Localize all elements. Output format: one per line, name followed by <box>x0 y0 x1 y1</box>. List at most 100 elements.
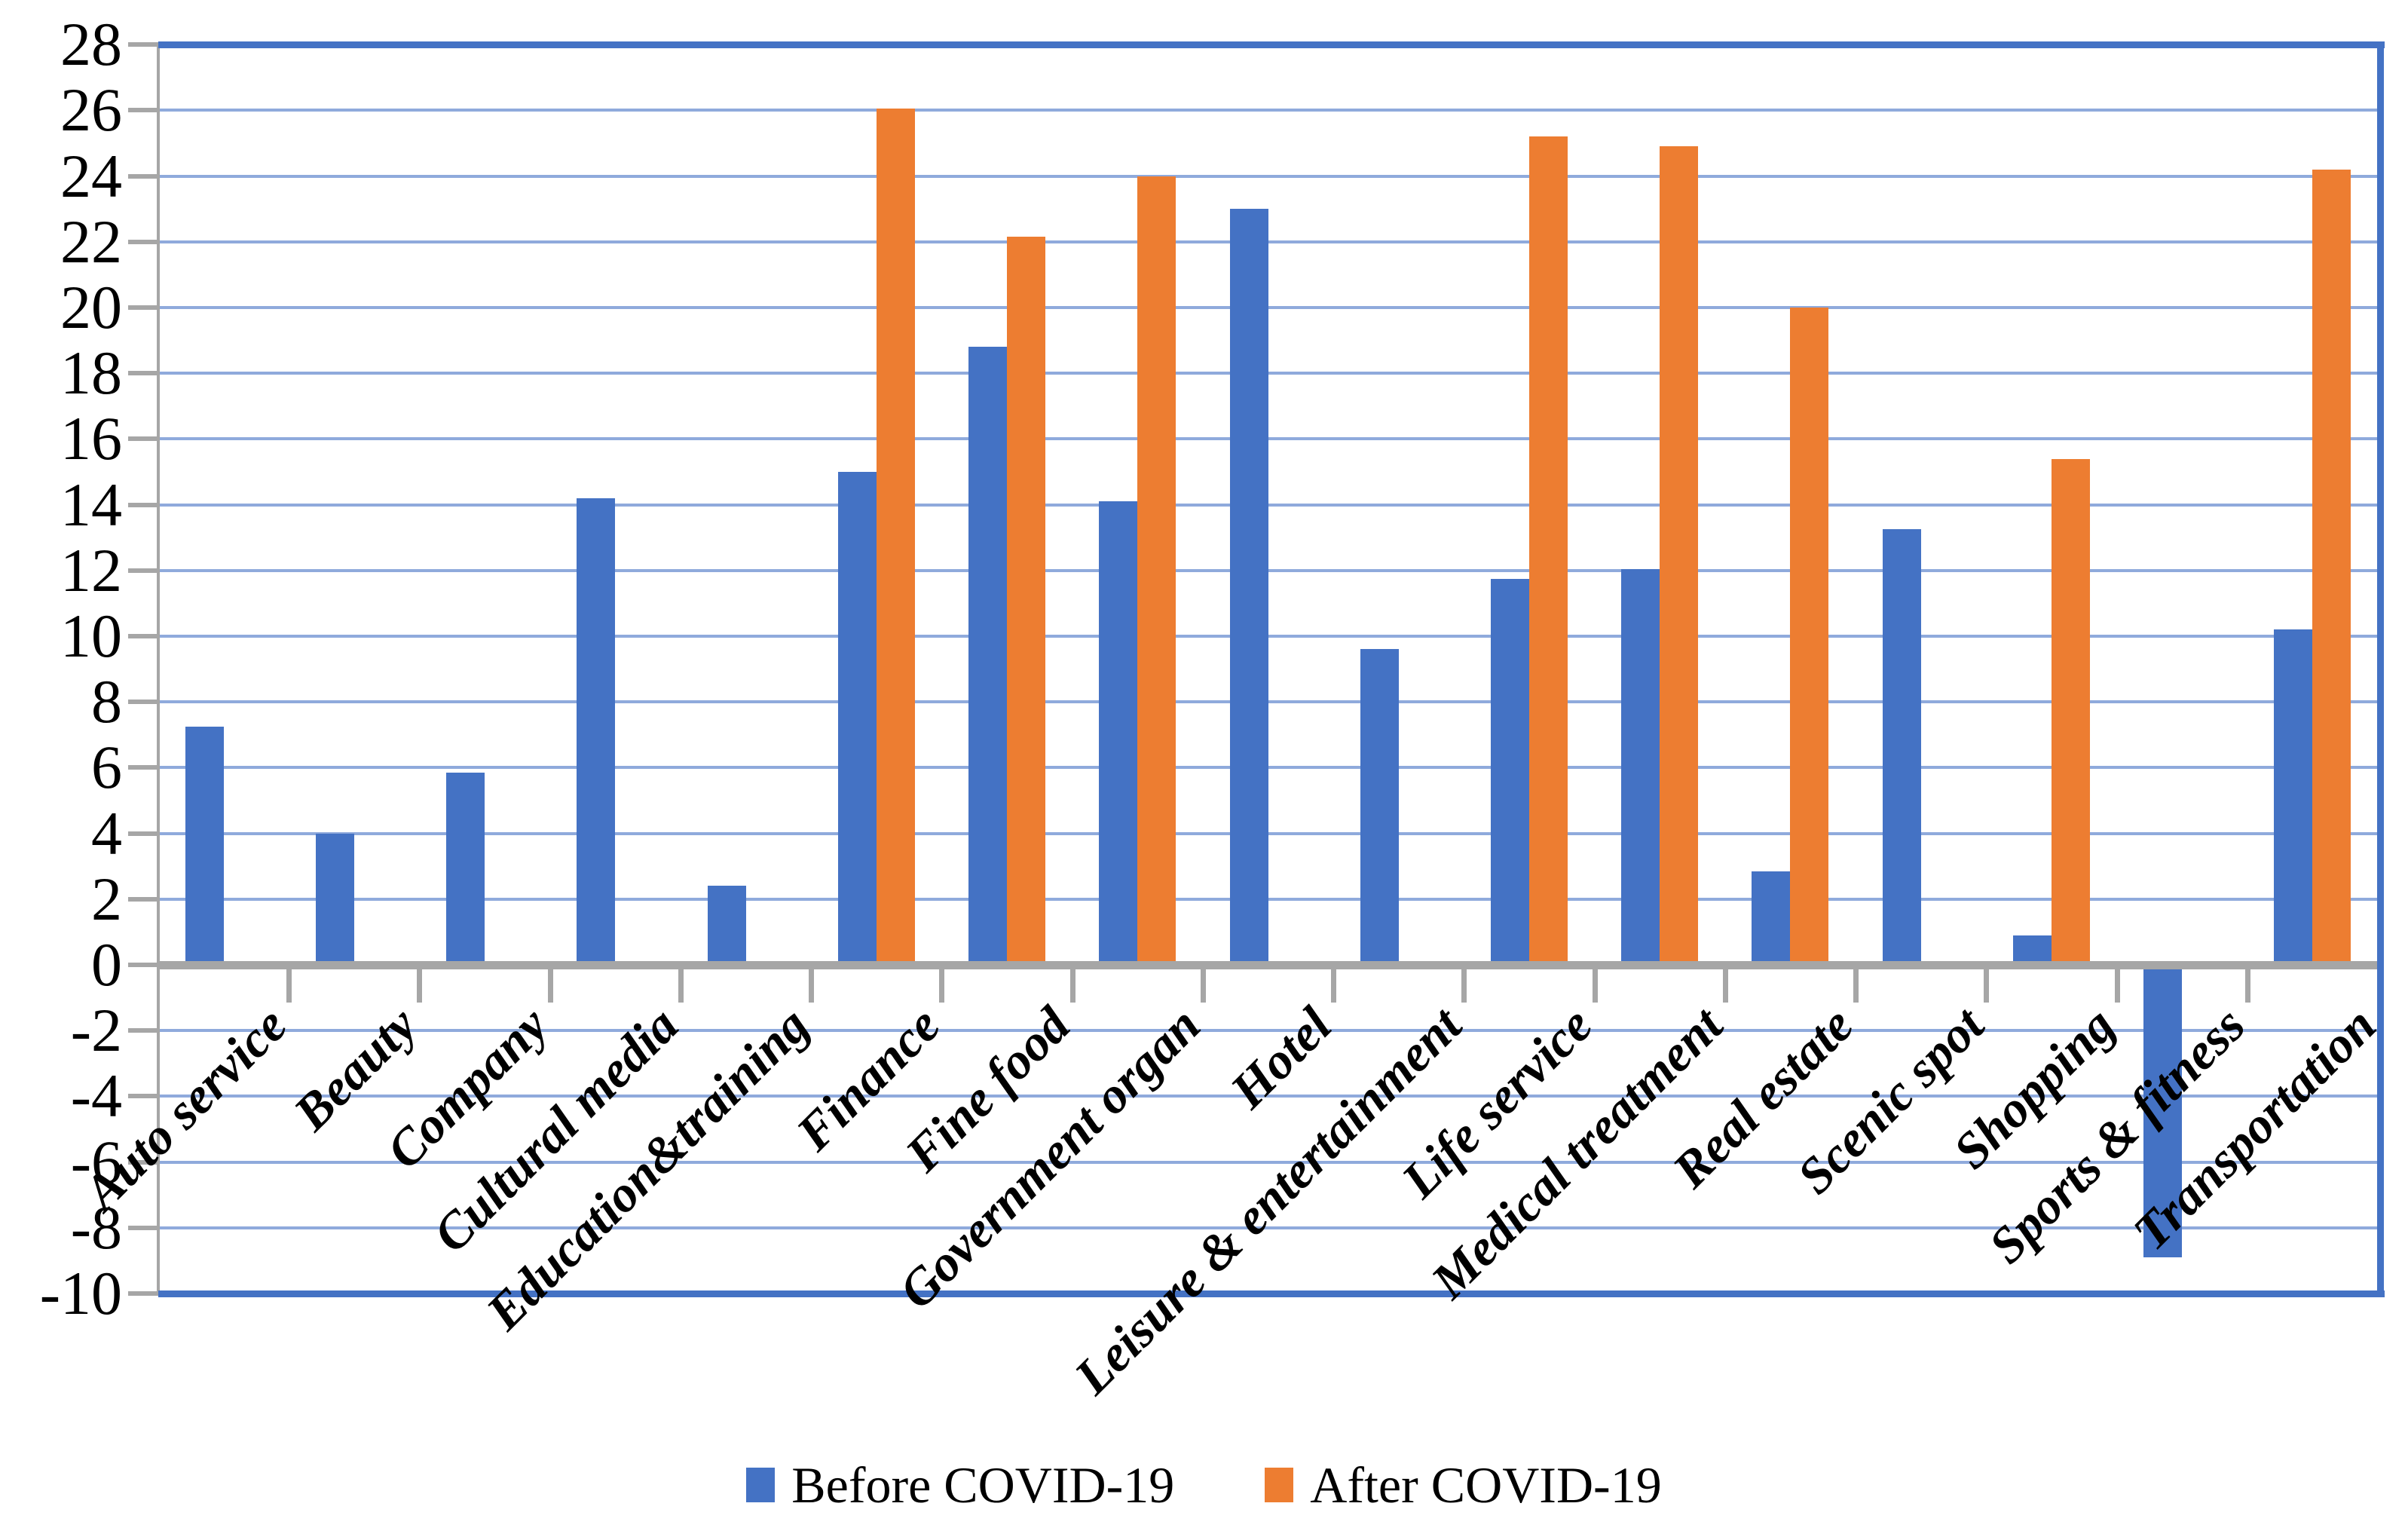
bar-before-covid <box>1229 209 1268 965</box>
y-tick-label: -2 <box>70 996 122 1065</box>
x-axis-tick <box>417 969 423 1003</box>
legend-item-after-covid: After COVID-19 <box>1265 1455 1662 1515</box>
y-tick-label: 10 <box>60 602 122 670</box>
gridline <box>158 174 2378 178</box>
bar-after-covid <box>1528 136 1568 965</box>
bar-before-covid <box>837 472 877 965</box>
bar-after-covid <box>876 109 915 965</box>
gridline <box>158 503 2378 507</box>
y-axis-tick <box>128 831 158 836</box>
y-tick-label: -10 <box>39 1259 122 1327</box>
y-axis-tick <box>128 896 158 902</box>
y-axis-tick <box>128 436 158 442</box>
gridline <box>158 1160 2378 1164</box>
y-tick-label: 14 <box>60 470 122 539</box>
bar-after-covid <box>2312 169 2351 965</box>
x-axis-tick <box>939 969 945 1003</box>
bar-before-covid <box>1360 649 1399 965</box>
gridline <box>158 766 2378 770</box>
x-axis-line <box>158 961 2378 969</box>
y-axis-tick <box>128 239 158 244</box>
y-axis-tick <box>128 634 158 638</box>
bar-before-covid <box>1621 568 1660 965</box>
y-tick-label: 18 <box>60 338 122 408</box>
y-tick-label: 2 <box>91 864 122 933</box>
x-axis-tick <box>1592 969 1598 1003</box>
y-tick-label: 12 <box>60 535 122 605</box>
x-axis-tick <box>678 969 684 1003</box>
gridline <box>158 831 2378 835</box>
y-tick-label: 8 <box>91 667 122 736</box>
bar-before-covid <box>577 498 616 965</box>
legend-swatch-after-covid <box>1265 1468 1294 1502</box>
y-axis-tick <box>128 963 158 967</box>
y-tick-label: 28 <box>60 10 122 79</box>
bar-before-covid <box>315 833 354 965</box>
gridline <box>158 306 2378 309</box>
y-axis-tick <box>128 700 158 705</box>
y-tick-label: -6 <box>70 1127 122 1196</box>
y-axis-tick <box>128 1291 158 1296</box>
gridline <box>158 1029 2378 1033</box>
x-axis-tick <box>1853 969 1859 1003</box>
legend-label-before-covid: Before COVID-19 <box>791 1456 1175 1514</box>
gridline <box>158 700 2378 704</box>
y-axis-tick <box>128 1028 158 1033</box>
bar-before-covid <box>446 772 485 965</box>
x-axis-tick <box>809 969 815 1003</box>
y-axis-tick <box>128 1159 158 1165</box>
bar-before-covid <box>707 886 746 965</box>
x-axis-tick <box>1331 969 1337 1003</box>
y-axis-tick <box>128 371 158 376</box>
y-tick-label: 24 <box>60 141 122 210</box>
gridline <box>158 1226 2378 1229</box>
bar-before-covid <box>1882 529 1921 965</box>
gridline <box>158 372 2378 375</box>
x-axis-tick <box>2114 969 2120 1003</box>
x-category-label: Hotel <box>1219 996 1342 1119</box>
y-tick-label: 26 <box>60 75 122 145</box>
x-axis-tick <box>286 969 292 1003</box>
x-axis-tick <box>1461 969 1467 1003</box>
gridline <box>158 240 2378 243</box>
x-axis-tick <box>1200 969 1206 1003</box>
gridline <box>158 897 2378 901</box>
y-axis-tick <box>128 765 158 770</box>
bar-after-covid <box>1790 308 1829 965</box>
plot-frame-bottom <box>158 1290 2385 1297</box>
x-axis-tick <box>547 969 553 1003</box>
legend-swatch-before-covid <box>746 1468 776 1502</box>
gridline <box>158 635 2378 638</box>
y-tick-label: 6 <box>91 733 122 802</box>
x-axis-tick <box>1069 969 1075 1003</box>
bar-before-covid <box>1099 501 1138 965</box>
y-axis-tick <box>128 1094 158 1099</box>
y-tick-label: 4 <box>91 798 122 868</box>
gridline <box>158 1095 2378 1098</box>
y-axis-tick <box>128 502 158 507</box>
x-axis-tick <box>1984 969 1990 1003</box>
bar-before-covid <box>185 726 224 965</box>
bar-after-covid <box>1660 146 1699 965</box>
x-axis-tick <box>2244 969 2250 1003</box>
bar-before-covid <box>2274 629 2313 965</box>
legend-label-after-covid: After COVID-19 <box>1310 1456 1662 1514</box>
legend: Before COVID-19 After COVID-19 <box>0 1455 2408 1515</box>
y-tick-label: 20 <box>60 273 122 341</box>
y-tick-label: -8 <box>70 1193 122 1262</box>
y-tick-label: 22 <box>60 207 122 276</box>
gridline <box>158 437 2378 441</box>
bar-before-covid <box>2143 965 2183 1258</box>
y-axis-tick <box>128 305 158 310</box>
legend-item-before-covid: Before COVID-19 <box>746 1455 1174 1515</box>
y-axis-tick <box>128 568 158 573</box>
bar-after-covid <box>1137 176 1176 965</box>
plot-frame-top <box>158 41 2385 48</box>
gridline <box>158 568 2378 572</box>
y-axis-tick <box>128 108 158 113</box>
y-axis-tick <box>128 1225 158 1230</box>
y-tick-label: 16 <box>60 404 122 473</box>
y-tick-label: 0 <box>91 930 122 999</box>
bar-before-covid <box>2012 935 2052 965</box>
